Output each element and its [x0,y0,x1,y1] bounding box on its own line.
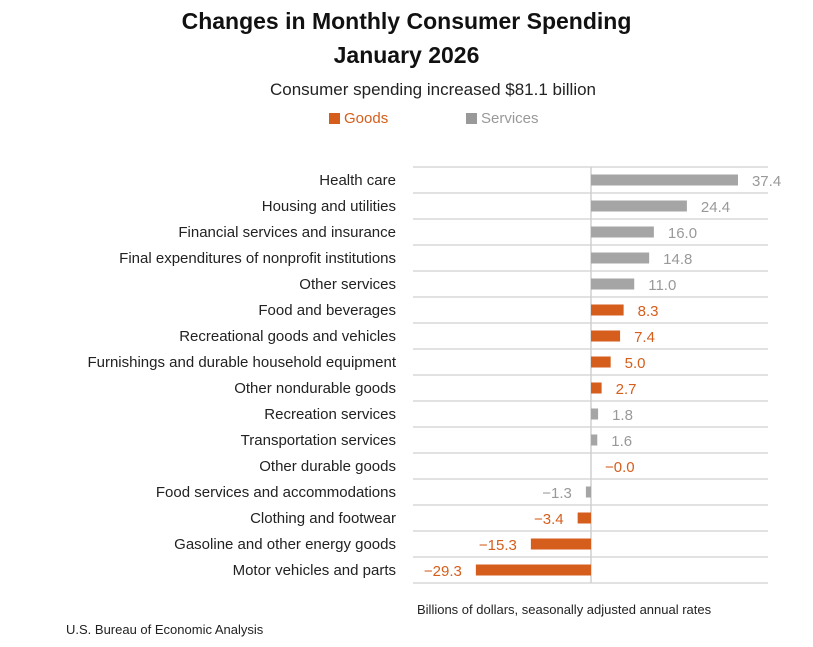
source-note: U.S. Bureau of Economic Analysis [66,622,264,637]
data-label: 37.4 [752,173,781,190]
category-label: Health care [319,172,396,189]
legend-swatch-services [466,113,477,124]
data-label: 8.3 [638,303,659,320]
bar-goods [591,330,621,342]
bar-goods [577,512,591,524]
chart-subtitle: Consumer spending increased $81.1 billio… [269,80,597,99]
data-label: 2.7 [616,381,637,398]
data-label: 16.0 [668,225,697,242]
category-label: Clothing and footwear [250,510,396,527]
category-label: Financial services and insurance [178,224,396,241]
bar-services [591,174,738,186]
axis-unit-note: Billions of dollars, seasonally adjusted… [417,602,712,617]
bar-services [591,434,598,446]
data-label: 1.8 [612,407,633,424]
data-label: −3.4 [534,511,564,528]
bar-services [591,278,635,290]
data-label: 7.4 [634,329,655,346]
category-label: Final expenditures of nonprofit institut… [119,250,396,267]
data-label: −0.0 [605,459,635,476]
data-label: 24.4 [701,199,730,216]
category-label: Other durable goods [259,458,396,475]
data-label: −15.3 [479,537,517,554]
data-label: 1.6 [611,433,632,450]
bar-goods [591,356,611,368]
data-label: −1.3 [542,485,572,502]
data-label: −29.3 [424,563,462,580]
legend-swatch-goods [329,113,340,124]
legend-label-goods: Goods [344,110,389,127]
category-label: Gasoline and other energy goods [174,536,396,553]
bar-goods [475,564,591,576]
category-label: Food services and accommodations [156,484,396,501]
bar-goods [591,382,602,394]
data-label: 11.0 [648,277,676,294]
category-label: Other nondurable goods [234,380,396,397]
chart-title: Changes in Monthly Consumer Spending [181,8,632,34]
data-label: 14.8 [663,251,692,268]
bar-goods [591,304,624,316]
data-label: 5.0 [625,355,646,372]
legend-label-services: Services [481,110,539,127]
bar-goods [530,538,591,550]
legend-goods: Goods [329,110,388,127]
category-label: Transportation services [241,432,396,449]
bar-services [591,252,650,264]
bar-services [591,408,599,420]
category-label: Recreational goods and vehicles [179,328,396,345]
category-label: Furnishings and durable household equipm… [87,354,396,371]
bar-services [585,486,591,498]
category-label: Food and beverages [258,302,396,319]
chart-title-period: January 2026 [333,42,480,68]
legend-services: Services [466,110,539,127]
bar-services [591,226,654,238]
bar-services [591,200,687,212]
category-label: Motor vehicles and parts [233,562,396,579]
category-label: Recreation services [264,406,396,423]
category-label: Other services [299,276,396,293]
category-label: Housing and utilities [262,198,396,215]
